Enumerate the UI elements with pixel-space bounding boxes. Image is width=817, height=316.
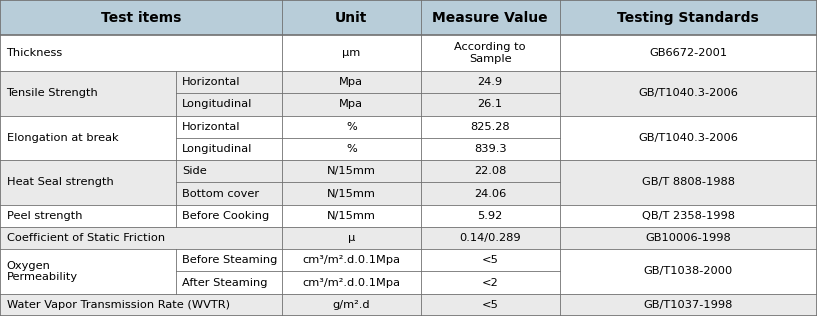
Text: μm: μm — [342, 48, 360, 58]
Bar — [0, 271, 817, 294]
Text: Measure Value: Measure Value — [432, 11, 548, 25]
Bar — [0, 227, 817, 249]
Text: μ: μ — [348, 233, 355, 243]
Text: Thickness: Thickness — [7, 48, 63, 58]
Text: Horizontal: Horizontal — [182, 122, 241, 132]
Text: Unit: Unit — [335, 11, 368, 25]
Bar — [0, 294, 817, 316]
Text: GB10006-1998: GB10006-1998 — [645, 233, 731, 243]
Text: N/15mm: N/15mm — [327, 166, 376, 176]
Bar — [0, 249, 817, 271]
Text: Bottom cover: Bottom cover — [182, 189, 259, 198]
Text: Oxygen
Permeability: Oxygen Permeability — [7, 261, 78, 282]
Text: GB/T1040.3-2006: GB/T1040.3-2006 — [638, 133, 739, 143]
Text: N/15mm: N/15mm — [327, 189, 376, 198]
Text: Mpa: Mpa — [339, 100, 364, 109]
Text: QB/T 2358-1998: QB/T 2358-1998 — [642, 211, 734, 221]
Text: <2: <2 — [482, 277, 498, 288]
Text: After Steaming: After Steaming — [182, 277, 268, 288]
Bar — [0, 0, 817, 35]
Text: GB6672-2001: GB6672-2001 — [650, 48, 727, 58]
Text: cm³/m².d.0.1Mpa: cm³/m².d.0.1Mpa — [302, 255, 400, 265]
Text: Horizontal: Horizontal — [182, 77, 241, 87]
Text: Longitudinal: Longitudinal — [182, 144, 252, 154]
Text: 5.92: 5.92 — [478, 211, 502, 221]
Text: Peel strength: Peel strength — [7, 211, 82, 221]
Text: 26.1: 26.1 — [478, 100, 502, 109]
Bar — [0, 138, 817, 160]
Text: Test items: Test items — [100, 11, 181, 25]
Text: GB/T1040.3-2006: GB/T1040.3-2006 — [638, 88, 739, 98]
Bar — [0, 93, 817, 116]
Text: GB/T1038-2000: GB/T1038-2000 — [644, 266, 733, 276]
Text: GB/T 8808-1988: GB/T 8808-1988 — [642, 177, 734, 187]
Text: g/m².d: g/m².d — [333, 300, 370, 310]
Text: 24.06: 24.06 — [474, 189, 507, 198]
Text: %: % — [346, 144, 357, 154]
Bar — [0, 71, 817, 93]
Text: <5: <5 — [482, 300, 498, 310]
Text: Tensile Strength: Tensile Strength — [7, 88, 98, 98]
Text: According to
Sample: According to Sample — [454, 42, 526, 64]
Text: Testing Standards: Testing Standards — [618, 11, 759, 25]
Text: Heat Seal strength: Heat Seal strength — [7, 177, 114, 187]
Text: GB/T1037-1998: GB/T1037-1998 — [644, 300, 733, 310]
Text: Side: Side — [182, 166, 207, 176]
Text: Before Cooking: Before Cooking — [182, 211, 270, 221]
Bar — [0, 35, 817, 71]
Text: cm³/m².d.0.1Mpa: cm³/m².d.0.1Mpa — [302, 277, 400, 288]
Bar — [0, 205, 817, 227]
Bar — [0, 160, 817, 182]
Bar — [0, 116, 817, 138]
Text: 839.3: 839.3 — [474, 144, 507, 154]
Text: Water Vapor Transmission Rate (WVTR): Water Vapor Transmission Rate (WVTR) — [7, 300, 230, 310]
Bar — [0, 182, 817, 205]
Text: Coefficient of Static Friction: Coefficient of Static Friction — [7, 233, 165, 243]
Text: Elongation at break: Elongation at break — [7, 133, 118, 143]
Text: 22.08: 22.08 — [474, 166, 507, 176]
Text: 825.28: 825.28 — [471, 122, 510, 132]
Text: <5: <5 — [482, 255, 498, 265]
Text: 0.14/0.289: 0.14/0.289 — [459, 233, 521, 243]
Text: Mpa: Mpa — [339, 77, 364, 87]
Text: %: % — [346, 122, 357, 132]
Text: 24.9: 24.9 — [478, 77, 502, 87]
Text: Longitudinal: Longitudinal — [182, 100, 252, 109]
Text: Before Steaming: Before Steaming — [182, 255, 278, 265]
Text: N/15mm: N/15mm — [327, 211, 376, 221]
